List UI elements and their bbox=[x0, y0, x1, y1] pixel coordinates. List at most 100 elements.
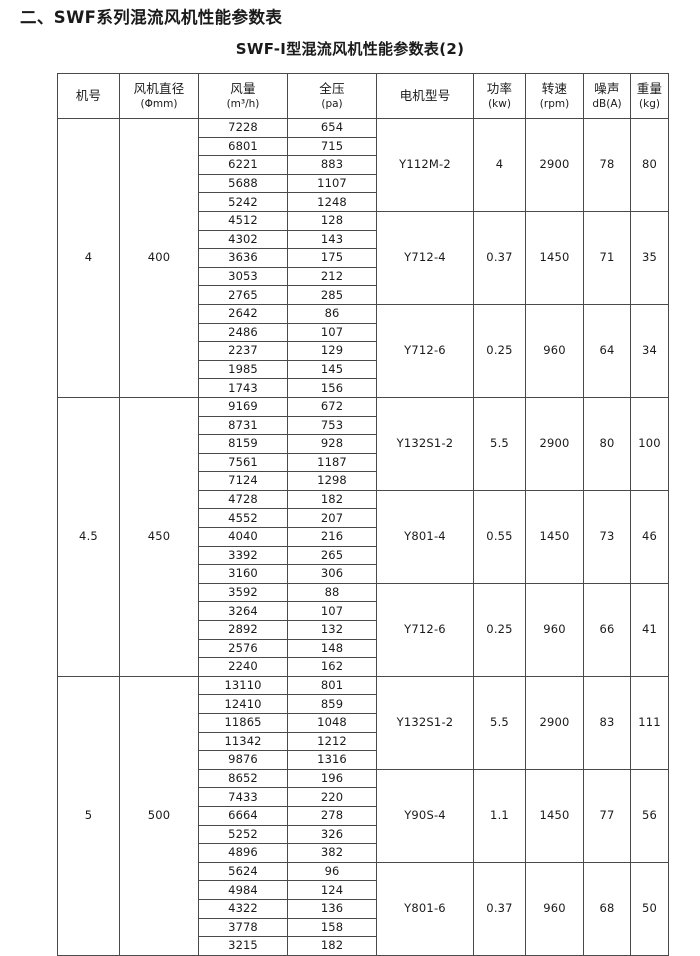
cell-motor-model: Y712-4 bbox=[376, 210, 474, 305]
cell-motor-model: Y801-4 bbox=[376, 489, 474, 584]
table-row: 2642 86 Y712-6 0.25 960 64 34 bbox=[58, 303, 669, 398]
table-row: 2576 148 bbox=[58, 638, 669, 659]
table-row: 9876 1316 bbox=[58, 750, 669, 770]
table-row: 7124 1298 bbox=[58, 471, 669, 491]
cell-pressure: 1248 bbox=[287, 192, 377, 212]
cell-pressure: 156 bbox=[287, 378, 377, 398]
cell-pressure: 86 bbox=[287, 303, 377, 324]
cell-flow: 4728 bbox=[198, 489, 288, 510]
cell-noise: 83 bbox=[583, 675, 631, 770]
cell-flow: 3636 bbox=[198, 248, 288, 268]
cell-noise: 71 bbox=[583, 210, 631, 305]
col-header-unit: (m³/h) bbox=[226, 97, 260, 110]
cell-flow: 4040 bbox=[198, 527, 288, 547]
col-header-diameter: 风机直径 (Φmm) bbox=[119, 73, 199, 119]
col-header-unit: (kw) bbox=[488, 97, 511, 110]
cell-motor-model: Y801-6 bbox=[376, 861, 474, 956]
cell-flow: 3592 bbox=[198, 582, 288, 603]
cell-flow: 2240 bbox=[198, 657, 288, 677]
cell-flow: 3778 bbox=[198, 917, 288, 938]
cell-weight: 56 bbox=[630, 768, 669, 863]
cell-power: 4 bbox=[473, 118, 526, 212]
col-header-power: 功率 (kw) bbox=[473, 73, 526, 119]
cell-flow: 7228 bbox=[198, 118, 288, 138]
cell-flow: 8731 bbox=[198, 415, 288, 436]
cell-flow: 9876 bbox=[198, 750, 288, 770]
cell-noise: 77 bbox=[583, 768, 631, 863]
col-header-motor-model: 电机型号 bbox=[376, 73, 474, 119]
cell-noise: 78 bbox=[583, 118, 631, 212]
cell-pressure: 196 bbox=[287, 768, 377, 789]
cell-flow: 3053 bbox=[198, 266, 288, 287]
table-row: 4.5 450 9169 672 Y132S1-2 5.5 2900 80 100 bbox=[57, 396, 669, 677]
table-row: 6664 278 bbox=[58, 805, 669, 826]
cell-motor-model: Y712-6 bbox=[376, 303, 474, 398]
table-row: 4728 182 Y801-4 0.55 1450 73 46 bbox=[58, 489, 669, 584]
col-header-unit: (rpm) bbox=[539, 97, 570, 110]
col-header-unit: (kg) bbox=[639, 97, 660, 110]
cell-flow: 6664 bbox=[198, 805, 288, 826]
cell-pressure: 326 bbox=[287, 824, 377, 845]
cell-power: 0.37 bbox=[473, 861, 526, 956]
cell-speed: 2900 bbox=[525, 675, 584, 770]
col-header-weight: 重量 (kg) bbox=[630, 73, 669, 119]
cell-flow: 11342 bbox=[198, 731, 288, 752]
cell-pressure: 1212 bbox=[287, 731, 377, 752]
table-row: 7561 1187 bbox=[58, 452, 669, 473]
cell-power: 1.1 bbox=[473, 768, 526, 863]
cell-pressure: 1298 bbox=[287, 471, 377, 491]
cell-flow: 6221 bbox=[198, 155, 288, 175]
cell-pressure: 382 bbox=[287, 843, 377, 863]
cell-flow: 12410 bbox=[198, 694, 288, 714]
cell-pressure: 278 bbox=[287, 805, 377, 826]
col-header-title: 转速 bbox=[541, 81, 568, 97]
cell-noise: 80 bbox=[583, 396, 631, 491]
cell-pressure: 143 bbox=[287, 229, 377, 250]
cell-speed: 1450 bbox=[525, 210, 584, 305]
table-row: 8159 928 bbox=[58, 434, 669, 454]
cell-flow: 4896 bbox=[198, 843, 288, 863]
col-header-unit: dB(A) bbox=[592, 97, 622, 110]
cell-power: 0.37 bbox=[473, 210, 526, 305]
cell-flow: 8652 bbox=[198, 768, 288, 789]
cell-pressure: 96 bbox=[287, 861, 377, 882]
cell-power: 5.5 bbox=[473, 396, 526, 491]
cell-weight: 35 bbox=[630, 210, 669, 305]
cell-weight: 34 bbox=[630, 303, 669, 398]
cell-pressure: 145 bbox=[287, 359, 377, 380]
cell-machine-no: 4 bbox=[57, 118, 120, 398]
cell-flow: 2892 bbox=[198, 620, 288, 640]
col-header-flow: 风量 (m³/h) bbox=[198, 73, 288, 119]
cell-power: 0.25 bbox=[473, 303, 526, 398]
cell-pressure: 158 bbox=[287, 917, 377, 938]
col-header-machine-no: 机号 bbox=[57, 73, 120, 119]
table-row: 4302 143 bbox=[58, 229, 669, 250]
cell-speed: 2900 bbox=[525, 118, 584, 212]
cell-speed: 1450 bbox=[525, 768, 584, 863]
cell-flow: 2237 bbox=[198, 341, 288, 361]
cell-flow: 4984 bbox=[198, 880, 288, 900]
cell-speed: 960 bbox=[525, 861, 584, 956]
cell-pressure: 212 bbox=[287, 266, 377, 287]
spec-table-container: 机号 风机直径 (Φmm) 风量 (m³/h) 全压 (pa) 电机型号 功率 (kw) 转速 (rp… bbox=[57, 73, 669, 956]
cell-pressure: 672 bbox=[287, 396, 377, 417]
table-row: 8731 753 bbox=[58, 415, 669, 436]
cell-power: 0.55 bbox=[473, 489, 526, 584]
table-row: 3053 212 bbox=[58, 266, 669, 287]
col-header-title: 功率 bbox=[486, 81, 513, 97]
cell-flow: 8159 bbox=[198, 434, 288, 454]
col-header-unit: (Φmm) bbox=[140, 97, 178, 110]
table-row: 3636 175 bbox=[58, 248, 669, 268]
cell-pressure: 136 bbox=[287, 898, 377, 919]
cell-pressure: 715 bbox=[287, 136, 377, 157]
cell-pressure: 1316 bbox=[287, 750, 377, 770]
cell-motor-model: Y90S-4 bbox=[376, 768, 474, 863]
fan-spec-table: 机号 风机直径 (Φmm) 风量 (m³/h) 全压 (pa) 电机型号 功率 (kw) 转速 (rp… bbox=[57, 73, 669, 956]
cell-speed: 960 bbox=[525, 582, 584, 677]
table-row: 3592 88 Y712-6 0.25 960 66 41 bbox=[58, 582, 669, 677]
col-header-unit: (pa) bbox=[321, 97, 343, 110]
cell-pressure: 107 bbox=[287, 601, 377, 622]
col-header-speed: 转速 (rpm) bbox=[525, 73, 584, 119]
col-header-title: 机号 bbox=[75, 87, 102, 103]
cell-pressure: 182 bbox=[287, 936, 377, 956]
